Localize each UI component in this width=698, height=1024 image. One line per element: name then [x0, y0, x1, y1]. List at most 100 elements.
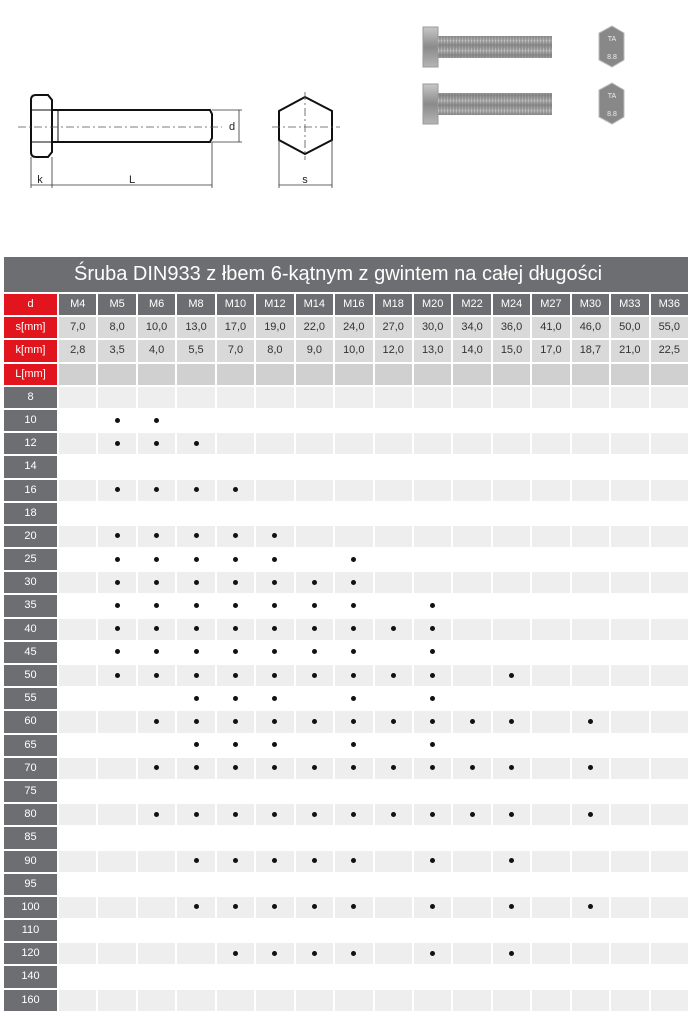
- availability-dot: [272, 579, 278, 585]
- table-cell: [59, 502, 97, 524]
- table-cell: [137, 549, 176, 571]
- table-cell: [177, 409, 215, 432]
- availability-dot: [390, 765, 396, 771]
- svg-text:TA: TA: [608, 93, 617, 100]
- length-label-65: 65: [4, 734, 57, 756]
- table-cell: [295, 665, 334, 687]
- table-cell: [413, 896, 452, 919]
- table-cell: [532, 479, 570, 501]
- availability-dot: [430, 649, 436, 655]
- table-cell: [650, 572, 688, 594]
- length-label-140: 140: [4, 966, 57, 988]
- table-cell: [532, 665, 570, 687]
- availability-dot: [351, 672, 357, 678]
- table-cell: [453, 827, 491, 849]
- availability-dot: [509, 765, 515, 771]
- table-cell: [137, 920, 176, 942]
- k-value-M12: 8,0: [256, 340, 294, 362]
- table-cell: [335, 456, 373, 478]
- table-cell: [611, 873, 649, 895]
- availability-dot: [193, 533, 199, 539]
- table-cell: [335, 827, 373, 849]
- table-cell: [59, 618, 97, 640]
- table-cell: [492, 850, 531, 872]
- table-cell: [98, 943, 136, 965]
- table-cell: [650, 943, 688, 965]
- table-cell: [532, 850, 570, 872]
- availability-dot: [193, 487, 199, 493]
- s-value-M8: 13,0: [177, 317, 215, 339]
- availability-dot: [193, 672, 199, 678]
- table-cell: [532, 711, 570, 733]
- table-cell: [335, 525, 373, 548]
- availability-dot: [114, 556, 120, 562]
- table-cell: [335, 549, 373, 571]
- table-cell: [532, 896, 570, 919]
- table-cell: [98, 572, 136, 594]
- table-cell: [413, 572, 452, 594]
- table-cell: [256, 943, 294, 965]
- table-cell: [335, 989, 373, 1011]
- size-header-M22: M22: [453, 294, 491, 316]
- table-cell: [177, 433, 215, 455]
- table-cell: [374, 896, 412, 919]
- table-cell: [532, 873, 570, 895]
- table-cell: [216, 896, 255, 919]
- table-cell: [295, 873, 334, 895]
- table-cell: [571, 618, 610, 640]
- table-cell: [137, 641, 176, 663]
- availability-dot: [509, 950, 515, 956]
- availability-dot: [272, 742, 278, 748]
- availability-dot: [430, 603, 436, 609]
- table-cell: [216, 688, 255, 710]
- s-value-M33: 50,0: [611, 317, 649, 339]
- s-value-M14: 22,0: [295, 317, 334, 339]
- table-cell: [453, 966, 491, 988]
- table-cell: [335, 734, 373, 756]
- table-cell: [59, 804, 97, 826]
- table-cell: [137, 456, 176, 478]
- table-cell: [413, 827, 452, 849]
- availability-dot: [351, 950, 357, 956]
- table-cell: [492, 386, 531, 408]
- table-cell: [374, 757, 412, 779]
- table-cell: [177, 502, 215, 524]
- table-cell: [335, 780, 373, 803]
- table-cell: [453, 572, 491, 594]
- table-cell: [59, 665, 97, 687]
- table-cell: [650, 920, 688, 942]
- availability-dot: [272, 718, 278, 724]
- availability-dot: [232, 487, 238, 493]
- table-cell: [216, 943, 255, 965]
- svg-text:TA: TA: [608, 36, 617, 43]
- availability-dot: [154, 718, 160, 724]
- table-cell: [413, 989, 452, 1011]
- table-cell: [532, 549, 570, 571]
- availability-dot: [351, 742, 357, 748]
- table-cell: [650, 525, 688, 548]
- table-cell: [453, 850, 491, 872]
- table-cell: [59, 641, 97, 663]
- availability-dot: [509, 858, 515, 864]
- table-cell: [295, 989, 334, 1011]
- table-cell: [98, 734, 136, 756]
- availability-dot: [351, 579, 357, 585]
- table-cell: [492, 827, 531, 849]
- table-cell: [256, 479, 294, 501]
- L-header-blank: [571, 363, 610, 385]
- size-header-M8: M8: [177, 294, 215, 316]
- table-cell: [453, 989, 491, 1011]
- availability-dot: [232, 626, 238, 632]
- table-cell: [532, 989, 570, 1011]
- availability-dot: [272, 626, 278, 632]
- availability-dot: [469, 718, 475, 724]
- availability-dot: [311, 858, 317, 864]
- table-cell: [295, 734, 334, 756]
- length-label-60: 60: [4, 711, 57, 733]
- table-cell: [374, 525, 412, 548]
- availability-dot: [272, 811, 278, 817]
- availability-dot: [509, 672, 515, 678]
- table-cell: [98, 780, 136, 803]
- table-cell: [295, 780, 334, 803]
- availability-dot: [509, 718, 515, 724]
